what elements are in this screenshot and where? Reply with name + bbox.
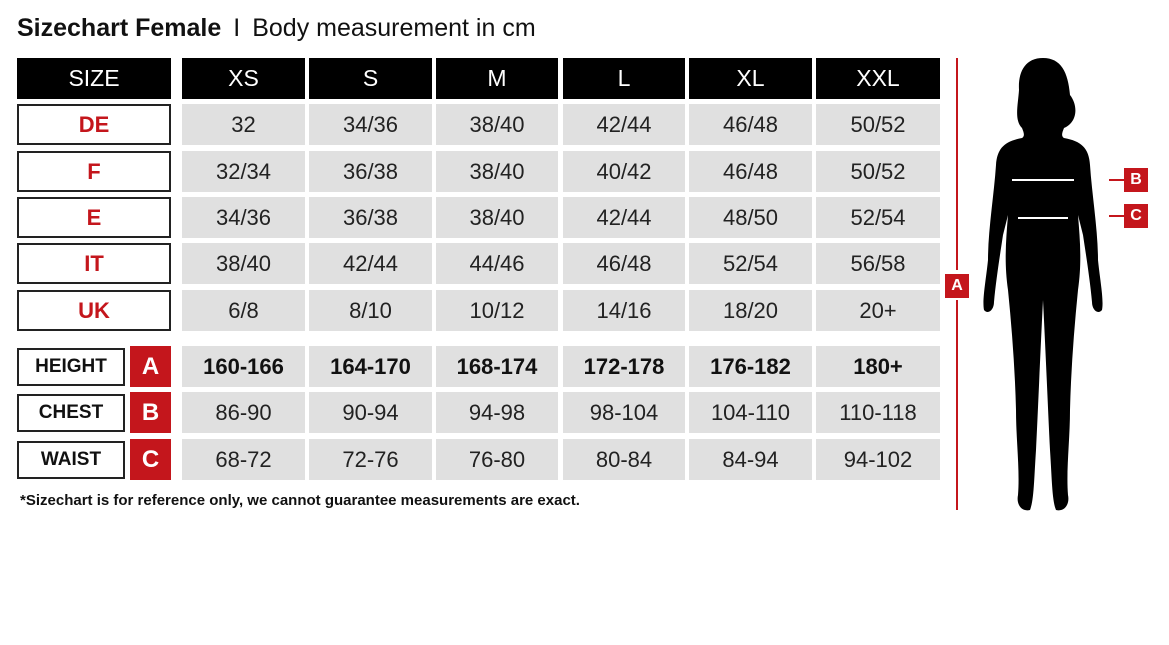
- size-value-cell: 38/40: [182, 243, 305, 284]
- female-silhouette-figure: [956, 58, 1124, 511]
- measurement-value-cell: 94-102: [816, 439, 940, 480]
- size-header-cell: M: [436, 58, 558, 99]
- measurement-value-cell: 104-110: [689, 392, 812, 433]
- size-value-cell: 52/54: [816, 197, 940, 238]
- size-header: SIZE: [17, 58, 171, 99]
- measurement-value-cell: 76-80: [436, 439, 558, 480]
- title-subtitle: Body measurement in cm: [252, 14, 536, 42]
- measurement-label: CHEST: [17, 394, 125, 432]
- size-value-cell: 8/10: [309, 290, 432, 331]
- size-value-cell: 46/48: [689, 104, 812, 145]
- measurement-value-cell: 168-174: [436, 346, 558, 387]
- size-value-cell: 44/46: [436, 243, 558, 284]
- measurement-value-cell: 94-98: [436, 392, 558, 433]
- size-value-cell: 52/54: [689, 243, 812, 284]
- size-header-cell: XL: [689, 58, 812, 99]
- size-header-cell: S: [309, 58, 432, 99]
- size-header-cell: L: [563, 58, 685, 99]
- size-value-cell: 40/42: [563, 151, 685, 192]
- measurement-value-cell: 68-72: [182, 439, 305, 480]
- size-value-cell: 56/58: [816, 243, 940, 284]
- size-value-cell: 38/40: [436, 151, 558, 192]
- size-header-cell: XS: [182, 58, 305, 99]
- waist-marker-badge: C: [1124, 204, 1148, 228]
- measurement-label: WAIST: [17, 441, 125, 479]
- country-label: DE: [17, 104, 171, 145]
- measurement-value-cell: 176-182: [689, 346, 812, 387]
- title-bold: Sizechart Female: [17, 14, 222, 42]
- measurement-value-cell: 84-94: [689, 439, 812, 480]
- country-label: F: [17, 151, 171, 192]
- size-value-cell: 36/38: [309, 151, 432, 192]
- size-value-cell: 48/50: [689, 197, 812, 238]
- size-value-cell: 42/44: [309, 243, 432, 284]
- measurement-value-cell: 72-76: [309, 439, 432, 480]
- chest-marker-badge: B: [1124, 168, 1148, 192]
- size-value-cell: 50/52: [816, 104, 940, 145]
- size-value-cell: 18/20: [689, 290, 812, 331]
- measurement-label: HEIGHT: [17, 348, 125, 386]
- country-label: IT: [17, 243, 171, 284]
- size-value-cell: 38/40: [436, 197, 558, 238]
- silhouette-icon: [983, 58, 1103, 511]
- size-value-cell: 46/48: [689, 151, 812, 192]
- size-value-cell: 10/12: [436, 290, 558, 331]
- size-value-cell: 34/36: [182, 197, 305, 238]
- measurement-value-cell: 110-118: [816, 392, 940, 433]
- country-label: E: [17, 197, 171, 238]
- size-value-cell: 14/16: [563, 290, 685, 331]
- measurement-value-cell: 180+: [816, 346, 940, 387]
- measurement-value-cell: 164-170: [309, 346, 432, 387]
- size-value-cell: 36/38: [309, 197, 432, 238]
- measurement-value-cell: 160-166: [182, 346, 305, 387]
- measurement-value-cell: 172-178: [563, 346, 685, 387]
- country-label: UK: [17, 290, 171, 331]
- size-value-cell: 42/44: [563, 197, 685, 238]
- footnote: *Sizechart is for reference only, we can…: [20, 492, 580, 509]
- size-value-cell: 32: [182, 104, 305, 145]
- measurement-value-cell: 86-90: [182, 392, 305, 433]
- measurement-value-cell: 80-84: [563, 439, 685, 480]
- size-value-cell: 34/36: [309, 104, 432, 145]
- size-header-cell: XXL: [816, 58, 940, 99]
- size-value-cell: 42/44: [563, 104, 685, 145]
- size-value-cell: 38/40: [436, 104, 558, 145]
- size-value-cell: 32/34: [182, 151, 305, 192]
- measurement-value-cell: 90-94: [309, 392, 432, 433]
- size-value-cell: 6/8: [182, 290, 305, 331]
- measurement-badge: C: [130, 439, 171, 480]
- measurement-badge: B: [130, 392, 171, 433]
- page-title: Sizechart Female I Body measurement in cm: [17, 14, 536, 43]
- measurement-value-cell: 98-104: [563, 392, 685, 433]
- size-value-cell: 46/48: [563, 243, 685, 284]
- size-value-cell: 20+: [816, 290, 940, 331]
- measurement-badge: A: [130, 346, 171, 387]
- title-separator: I: [233, 14, 241, 42]
- size-value-cell: 50/52: [816, 151, 940, 192]
- height-marker-badge: A: [945, 274, 969, 298]
